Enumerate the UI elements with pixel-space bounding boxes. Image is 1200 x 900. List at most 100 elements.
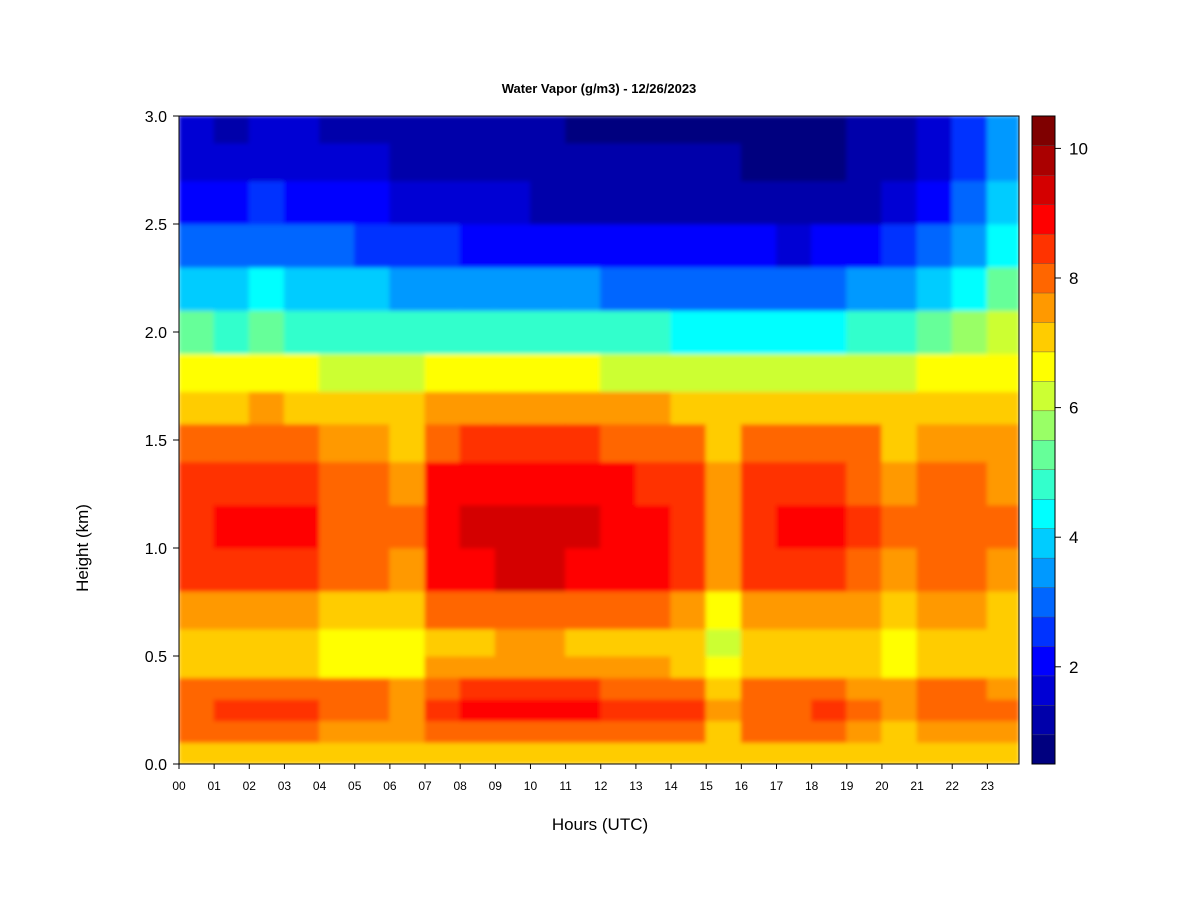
heatmap-cell [565, 590, 602, 630]
heatmap-cell [635, 461, 672, 506]
heatmap-cell [600, 180, 637, 225]
heatmap-cell [670, 266, 707, 311]
heatmap-cell [179, 628, 215, 657]
heatmap-cell [986, 720, 1019, 743]
heatmap-cell [354, 116, 391, 144]
x-tick-label: 15 [700, 779, 714, 793]
x-tick-label: 18 [805, 779, 819, 793]
heatmap-cell [951, 116, 988, 144]
heatmap-cell [705, 628, 742, 657]
heatmap-cell [319, 547, 356, 592]
heatmap-cell [179, 698, 215, 722]
heatmap-cell [600, 461, 637, 506]
heatmap-cell [740, 720, 777, 743]
heatmap-cell [494, 309, 531, 355]
heatmap-cell [529, 741, 567, 764]
x-axis: 00 01 02 03 04 05 06 07 08 09 10 11 12 13 14 15 16 17 18 19… [172, 764, 994, 793]
heatmap-cell [635, 504, 672, 549]
x-tick-label: 13 [629, 779, 643, 793]
heatmap-cell [179, 590, 215, 630]
heatmap-cell [248, 720, 285, 743]
heatmap-cell [811, 741, 848, 764]
heatmap-cell [213, 590, 250, 630]
heatmap-cell [213, 423, 250, 463]
y-axis: 0.0 0.5 1.0 1.5 2.0 2.5 3.0 [145, 109, 179, 774]
heatmap-cell [459, 741, 496, 764]
heatmap-cell [986, 180, 1019, 225]
colorbar-swatch [1031, 204, 1056, 235]
heatmap-cell [775, 741, 813, 764]
heatmap-cell [283, 720, 321, 743]
y-tick-label: 1.0 [145, 541, 167, 558]
heatmap-cell [529, 590, 567, 630]
heatmap-cell [354, 628, 391, 657]
heatmap-cell [775, 628, 813, 657]
heatmap-cell [248, 547, 285, 592]
heatmap-cell [986, 698, 1019, 722]
heatmap-cell [213, 504, 250, 549]
x-tick-label: 12 [594, 779, 608, 793]
heatmap-cell [389, 504, 426, 549]
heatmap-cell [600, 309, 637, 355]
heatmap-cell [635, 698, 672, 722]
heatmap-cell [494, 461, 531, 506]
heatmap-cell [424, 698, 461, 722]
heatmap-cell [881, 390, 918, 425]
heatmap-cell [951, 461, 988, 506]
heatmap-cell [775, 590, 813, 630]
heatmap-cell [565, 423, 602, 463]
heatmap-cell [319, 677, 356, 700]
heatmap-cell [319, 353, 356, 392]
heatmap-cell [565, 698, 602, 722]
heatmap-cell [635, 590, 672, 630]
heatmap-cell [354, 390, 391, 425]
heatmap-cell [881, 309, 918, 355]
heatmap-cell [283, 116, 321, 144]
colorbar-swatch [1031, 469, 1056, 500]
heatmap-cell [635, 655, 672, 679]
colorbar-swatch [1031, 704, 1056, 736]
heatmap-cell [951, 720, 988, 743]
colorbar-swatch [1031, 115, 1056, 146]
heatmap-cell [916, 353, 953, 392]
heatmap-cell [494, 504, 531, 549]
heatmap-cell [494, 390, 531, 425]
heatmap-cell [424, 461, 461, 506]
heatmap-cell [600, 741, 637, 764]
heatmap-cell [248, 628, 285, 657]
heatmap-cell [916, 677, 953, 700]
heatmap-cell [213, 720, 250, 743]
heatmap-cell [740, 677, 777, 700]
heatmap-cell [670, 390, 707, 425]
heatmap-cell [600, 590, 637, 630]
colorbar-swatch [1031, 528, 1056, 559]
heatmap-cell [354, 547, 391, 592]
heatmap-cell [670, 547, 707, 592]
heatmap-cell [951, 628, 988, 657]
heatmap-cell [424, 223, 461, 268]
heatmap-cell [670, 309, 707, 355]
heatmap-cell [600, 720, 637, 743]
heatmap-cell [986, 309, 1019, 355]
heatmap-cell [951, 504, 988, 549]
heatmap-cell [529, 390, 567, 425]
heatmap-cell [881, 180, 918, 225]
y-tick-label: 2.0 [145, 325, 167, 342]
heatmap-cell [740, 698, 777, 722]
heatmap-cell [775, 390, 813, 425]
heatmap-cell [916, 590, 953, 630]
heatmap-cell [705, 223, 742, 268]
heatmap-cell [565, 180, 602, 225]
heatmap-cell [740, 142, 777, 182]
x-tick-label: 17 [770, 779, 784, 793]
heatmap-cell [283, 390, 321, 425]
heatmap-cell [811, 423, 848, 463]
heatmap-cell [179, 741, 215, 764]
heatmap-cell [283, 698, 321, 722]
heatmap-cell [565, 223, 602, 268]
heatmap-cell [740, 655, 777, 679]
heatmap-cell [319, 655, 356, 679]
heatmap-cell [811, 116, 848, 144]
heatmap-cell [670, 116, 707, 144]
heatmap-cell [283, 628, 321, 657]
